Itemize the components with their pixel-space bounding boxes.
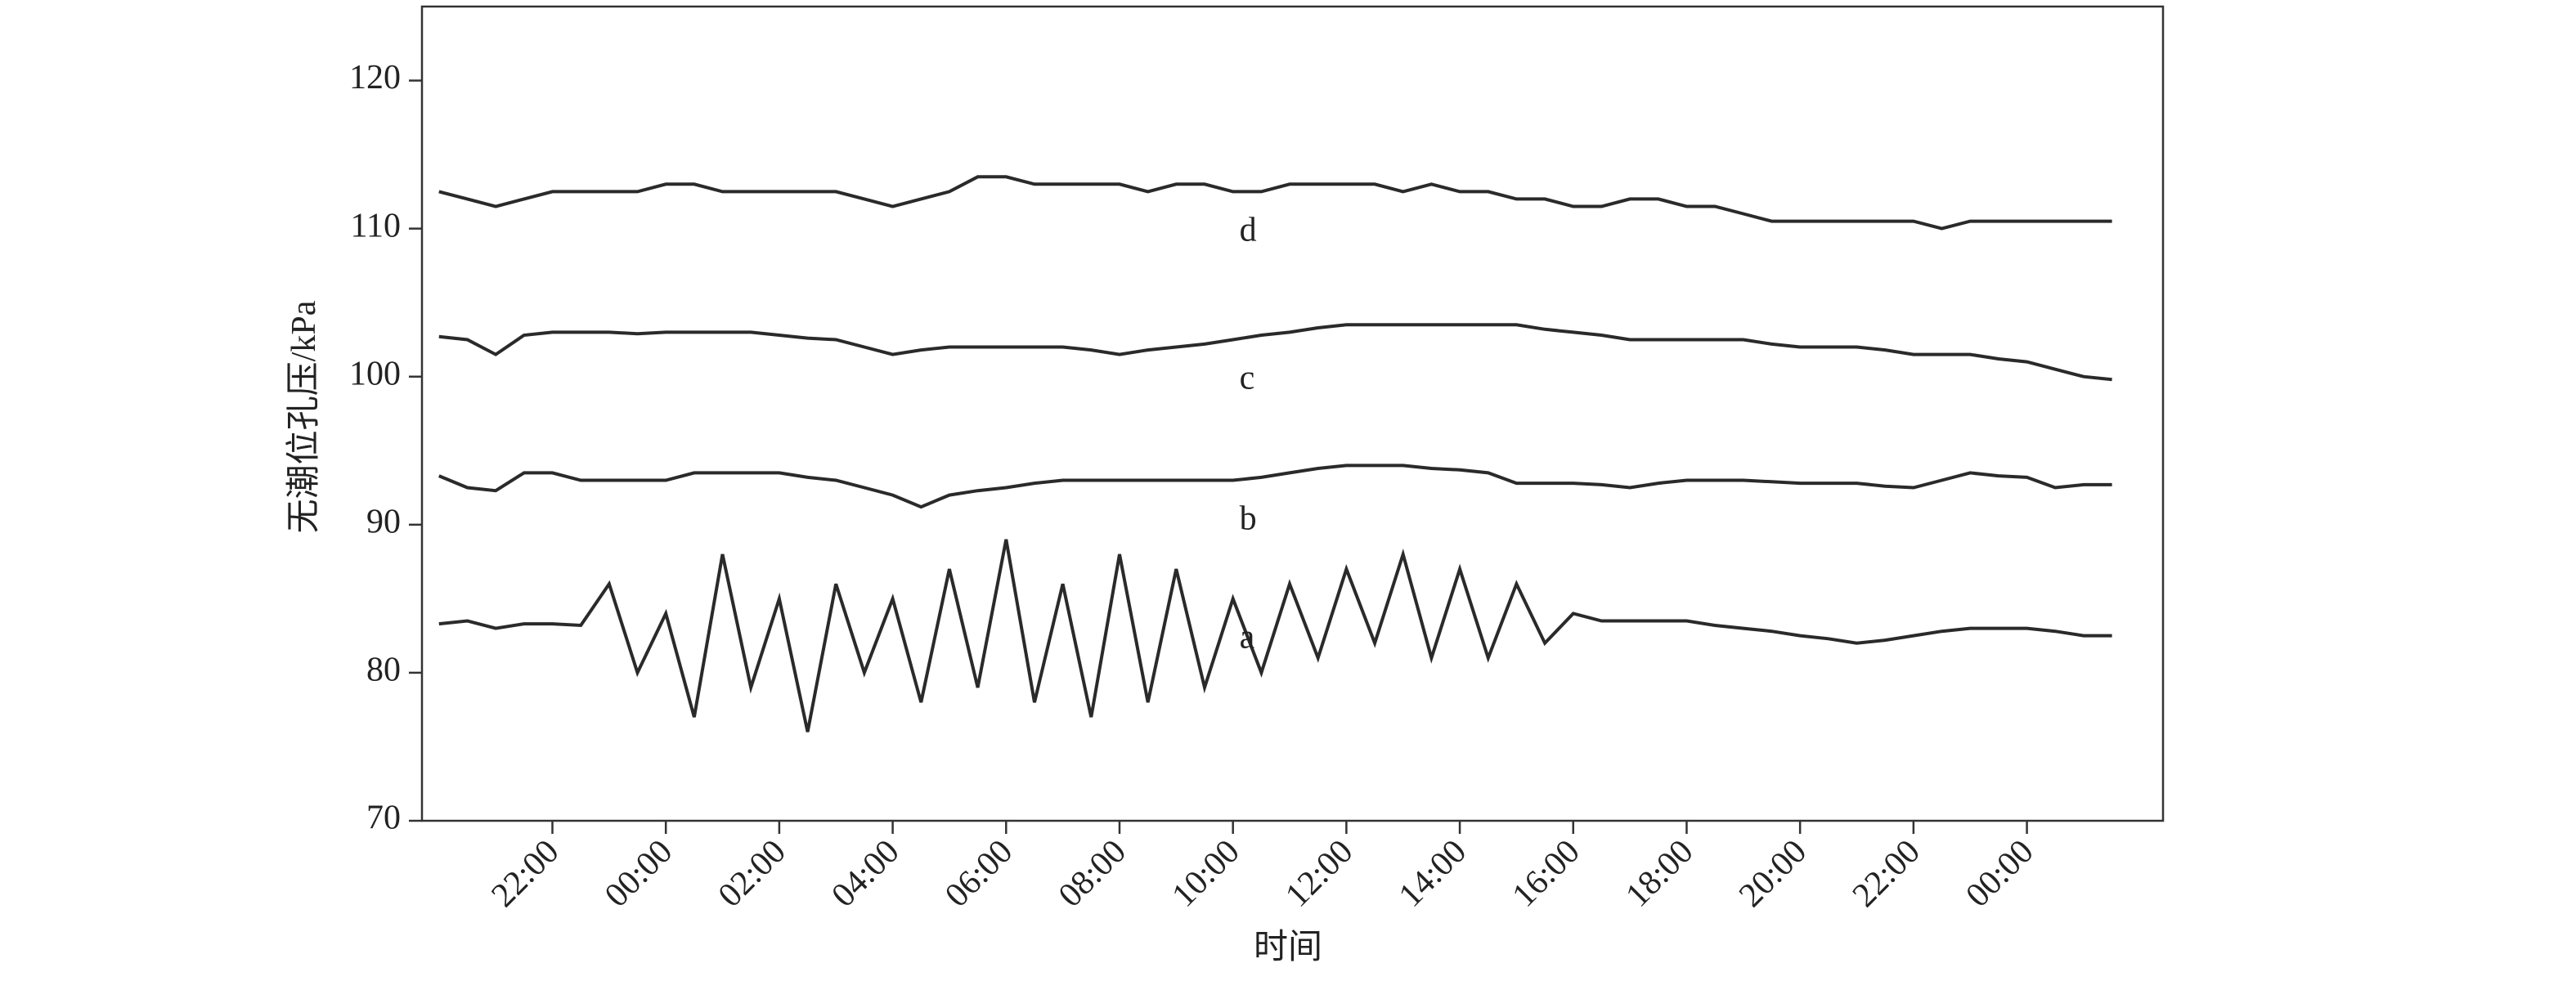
x-tick-label: 18:00: [1618, 833, 1700, 915]
series-line: [438, 539, 2112, 732]
series-label: c: [1240, 359, 1255, 396]
series-line: [438, 175, 2112, 231]
x-tick-label: 16:00: [1506, 833, 1587, 915]
y-tick-label: 70: [366, 800, 401, 837]
x-tick-label: 12:00: [1278, 833, 1360, 915]
x-tick-label: 10:00: [1165, 833, 1247, 915]
y-tick-label: 110: [351, 207, 401, 244]
y-tick-label: 80: [366, 652, 401, 689]
plot-frame: [420, 5, 2165, 822]
x-axis-title: 时间: [1254, 929, 1322, 966]
x-tick-label: 02:00: [711, 833, 793, 915]
x-tick-label: 08:00: [1052, 833, 1133, 915]
x-tick-label: 14:00: [1392, 833, 1474, 915]
x-tick-label: 00:00: [598, 833, 680, 915]
x-tick-label: 22:00: [484, 833, 566, 915]
y-tick-label: 90: [366, 503, 401, 540]
y-tick-label: 100: [349, 355, 401, 392]
series-label: d: [1240, 211, 1257, 249]
series-label: a: [1240, 618, 1255, 656]
x-tick-label: 06:00: [938, 833, 1020, 915]
x-tick-label: 22:00: [1846, 833, 1928, 915]
series-line: [438, 323, 2112, 382]
series-line: [438, 464, 2112, 509]
series-label: b: [1240, 499, 1257, 537]
x-tick-label: 00:00: [1959, 833, 2040, 915]
y-tick-label: 120: [349, 59, 401, 96]
x-tick-label: 04:00: [824, 833, 906, 915]
y-axis-title: 无潮位孔压/kPa: [285, 300, 323, 533]
x-tick-label: 20:00: [1732, 833, 1814, 915]
